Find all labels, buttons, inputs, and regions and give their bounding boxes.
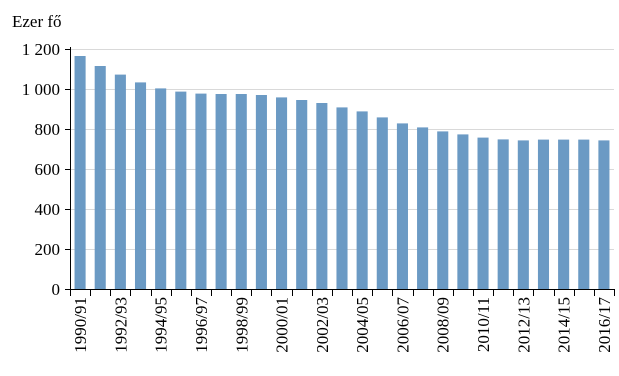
- bar-1998-99: [235, 94, 247, 289]
- x-tick-label: 1994/95: [152, 297, 171, 353]
- x-tick-label: 2012/13: [514, 297, 533, 353]
- bar-2004-05: [356, 111, 368, 290]
- bar-2007-08: [417, 127, 429, 290]
- x-tick-label: 2008/09: [434, 297, 453, 353]
- bar-2011-12: [497, 139, 509, 289]
- bar-1997-98: [215, 94, 227, 289]
- y-tick-label: 0: [52, 280, 61, 299]
- x-tick-label: 2004/05: [353, 297, 372, 353]
- x-tick-label: 2010/11: [474, 297, 493, 352]
- bar-2012-13: [517, 140, 529, 289]
- bar-2016-17: [598, 140, 610, 289]
- bar-1991-92: [94, 66, 106, 289]
- y-tick-label: 600: [35, 160, 61, 179]
- x-tick-label: 1990/91: [71, 297, 90, 353]
- x-tick-label: 2000/01: [273, 297, 292, 353]
- y-tick-label: 800: [35, 120, 61, 139]
- bar-1995-96: [175, 91, 187, 289]
- bar-2015-16: [578, 139, 590, 289]
- y-tick-label: 1 000: [22, 80, 60, 99]
- bar-1999-00: [255, 95, 267, 289]
- bar-1993-94: [134, 82, 147, 290]
- x-tick-label: 2002/03: [313, 297, 332, 353]
- x-tick-label: 2006/07: [393, 297, 412, 353]
- bar-2006-07: [396, 123, 408, 290]
- bar-2000-01: [276, 97, 288, 290]
- y-tick-labels: 0 200 400 600 800 1 000 1 200: [22, 40, 60, 299]
- unit-label: Ezer fő: [12, 12, 62, 31]
- bar-1990-91: [74, 56, 86, 289]
- x-tick-labels: 1990/91 1992/93 1994/95 1996/97 1998/99 2000/…: [71, 297, 614, 353]
- bar-2001-02: [296, 100, 308, 289]
- y-tick-label: 1 200: [22, 40, 60, 59]
- bar-2013-14: [537, 139, 550, 289]
- y-tick-label: 400: [35, 200, 61, 219]
- x-tick-label: 1998/99: [232, 297, 251, 353]
- y-tick-label: 200: [35, 240, 61, 259]
- bar-2002-03: [316, 103, 328, 289]
- bar-2008-09: [437, 131, 449, 289]
- x-tick-label: 1992/93: [111, 297, 130, 353]
- bar-2014-15: [558, 139, 570, 289]
- bar-1996-97: [195, 93, 207, 289]
- x-tick-label: 2014/15: [555, 297, 574, 353]
- x-tick-label: 2016/17: [595, 297, 614, 353]
- bar-2003-04: [336, 107, 348, 290]
- bar-2009-10: [457, 134, 469, 289]
- x-tick-label: 1996/97: [192, 297, 211, 353]
- bar-1994-95: [155, 88, 167, 290]
- bar-2010-11: [477, 137, 489, 289]
- bar-2005-06: [376, 117, 388, 290]
- bar-1992-93: [114, 74, 126, 289]
- axes: [65, 47, 615, 296]
- bars: [74, 56, 610, 290]
